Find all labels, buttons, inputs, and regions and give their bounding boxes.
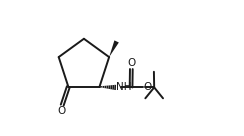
Text: O: O <box>57 106 66 116</box>
Text: O: O <box>127 58 136 68</box>
Polygon shape <box>109 40 119 57</box>
Text: NH: NH <box>116 82 132 92</box>
Text: O: O <box>144 82 152 92</box>
